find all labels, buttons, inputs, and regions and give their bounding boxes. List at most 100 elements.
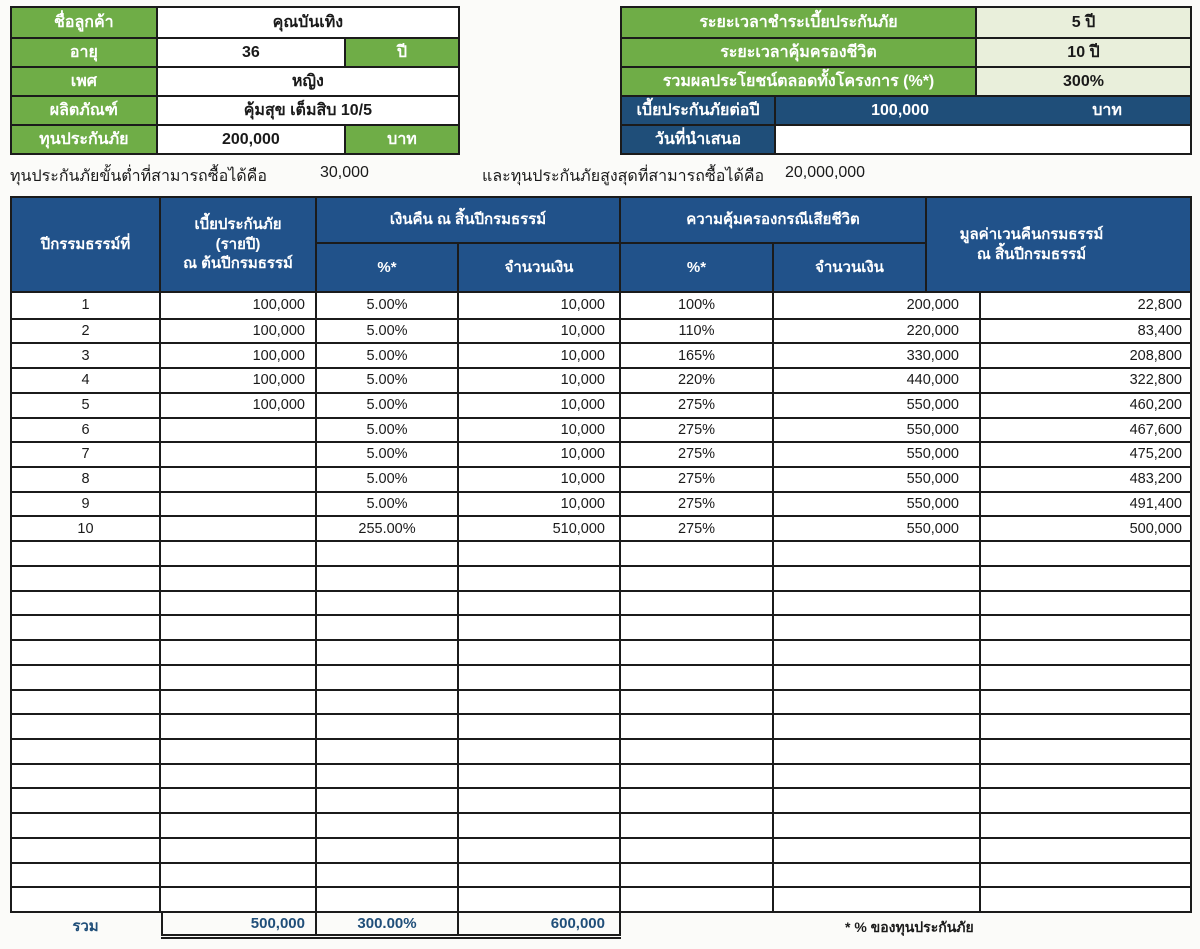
table-row-empty — [12, 663, 1190, 689]
cell-death-pct: 275% — [621, 418, 774, 442]
table-row: 9 5.00% 10,000 275% 550,000 491,400 — [12, 490, 1190, 516]
customer-name-row: ชื่อลูกค้า คุณบันเทิง — [12, 8, 458, 37]
benefit-table: ปีกรรมธรรม์ที่ เบี้ยประกันภัย (รายปี) ณ … — [10, 196, 1192, 913]
cell-surrender-value — [981, 888, 1190, 911]
sex-row: เพศ หญิง — [12, 66, 458, 95]
cell-death-amount: 550,000 — [774, 517, 981, 541]
cell-death-amount: 550,000 — [774, 492, 981, 516]
cell-death-pct — [621, 764, 774, 788]
cell-death-amount — [774, 665, 981, 689]
cell-cashback-amount — [459, 814, 621, 837]
cell-surrender-value — [981, 764, 1190, 788]
cell-death-pct — [621, 690, 774, 714]
cell-policy-year: 5 — [12, 393, 161, 417]
cell-policy-year — [12, 591, 161, 615]
cell-death-pct: 275% — [621, 492, 774, 516]
table-row-empty — [12, 762, 1190, 788]
cell-death-pct — [621, 542, 774, 565]
cell-cashback-amount — [459, 888, 621, 911]
cell-cashback-pct — [317, 789, 459, 813]
cell-death-pct — [621, 789, 774, 813]
cell-death-amount: 550,000 — [774, 418, 981, 442]
product-label: ผลิตภัณฑ์ — [12, 97, 156, 124]
annual-premium-value: 100,000 — [773, 97, 1025, 124]
cell-cashback-amount — [459, 715, 621, 738]
cell-policy-year — [12, 838, 161, 862]
cell-death-amount — [774, 863, 981, 887]
cell-premium: 100,000 — [161, 319, 317, 343]
min-sum-label: ทุนประกันภัยขั้นต่ำที่สามารถซื้อได้คือ — [10, 168, 267, 185]
cell-surrender-value: 467,600 — [981, 418, 1190, 442]
total-benefit-value: 300% — [975, 68, 1190, 95]
cell-policy-year — [12, 789, 161, 813]
table-row-empty — [12, 540, 1190, 565]
cell-death-amount: 550,000 — [774, 393, 981, 417]
cell-premium — [161, 492, 317, 516]
cell-death-amount — [774, 814, 981, 837]
cell-death-pct — [621, 566, 774, 590]
death-pct-subheader: %* — [621, 244, 774, 291]
cell-premium — [161, 591, 317, 615]
death-amount-subheader: จำนวนเงิน — [774, 244, 927, 291]
cell-policy-year — [12, 764, 161, 788]
cell-cashback-pct — [317, 863, 459, 887]
cell-surrender-value — [981, 715, 1190, 738]
cell-death-amount — [774, 542, 981, 565]
cell-premium — [161, 739, 317, 763]
cell-death-pct — [621, 739, 774, 763]
cell-surrender-value — [981, 566, 1190, 590]
cell-cashback-amount: 10,000 — [459, 468, 621, 491]
cell-cashback-amount — [459, 863, 621, 887]
product-field[interactable]: คุ้มสุข เต็มสิบ 10/5 — [155, 97, 458, 124]
policy-year-column-header: ปีกรรมธรรม์ที่ — [12, 198, 161, 291]
cell-policy-year: 7 — [12, 443, 161, 467]
coverage-period-row: ระยะเวลาคุ้มครองชีวิต 10 ปี — [622, 37, 1190, 66]
table-row-empty — [12, 564, 1190, 590]
table-row: 5 100,000 5.00% 10,000 275% 550,000 460,200 — [12, 391, 1190, 417]
cell-death-pct: 275% — [621, 517, 774, 541]
pay-period-row: ระยะเวลาชำระเบี้ยประกันภัย 5 ปี — [622, 8, 1190, 37]
table-row-empty — [12, 737, 1190, 763]
cell-premium — [161, 764, 317, 788]
cell-cashback-pct — [317, 641, 459, 664]
table-row: 6 5.00% 10,000 275% 550,000 467,600 — [12, 416, 1190, 442]
table-row: 1 100,000 5.00% 10,000 100% 200,000 22,800 — [12, 293, 1190, 318]
sum-assured-field[interactable]: 200,000 — [155, 126, 345, 153]
customer-name-label: ชื่อลูกค้า — [12, 8, 156, 37]
age-field[interactable]: 36 — [155, 39, 345, 66]
cell-premium — [161, 814, 317, 837]
cell-cashback-amount — [459, 739, 621, 763]
benefit-table-body: 1 100,000 5.00% 10,000 100% 200,000 22,800 2 100… — [12, 293, 1190, 911]
cashback-pct-total-value: 300.00% — [317, 912, 459, 934]
cell-premium — [161, 838, 317, 862]
cell-surrender-value: 491,400 — [981, 492, 1190, 516]
pay-period-value: 5 ปี — [975, 8, 1190, 37]
cell-death-pct: 100% — [621, 293, 774, 318]
table-row-empty — [12, 836, 1190, 862]
cell-premium — [161, 888, 317, 911]
cell-cashback-amount — [459, 542, 621, 565]
cell-premium — [161, 690, 317, 714]
cell-death-amount: 550,000 — [774, 443, 981, 467]
cell-policy-year — [12, 566, 161, 590]
cell-surrender-value — [981, 789, 1190, 813]
max-sum-label: และทุนประกันภัยสูงสุดที่สามารถซื้อได้คือ — [482, 168, 765, 185]
cell-surrender-value — [981, 814, 1190, 837]
customer-name-field[interactable]: คุณบันเทิง — [155, 8, 458, 37]
cashback-amount-subheader: จำนวนเงิน — [459, 244, 621, 291]
table-row: 8 5.00% 10,000 275% 550,000 483,200 — [12, 466, 1190, 491]
cell-cashback-amount: 10,000 — [459, 319, 621, 343]
cell-cashback-pct — [317, 665, 459, 689]
cell-cashback-amount — [459, 616, 621, 640]
cell-policy-year — [12, 715, 161, 738]
sum-assured-row: ทุนประกันภัย 200,000 บาท — [12, 124, 458, 153]
table-row: 4 100,000 5.00% 10,000 220% 440,000 322,800 — [12, 367, 1190, 392]
sex-field[interactable]: หญิง — [155, 68, 458, 95]
cell-death-pct — [621, 616, 774, 640]
cell-cashback-amount: 10,000 — [459, 443, 621, 467]
totals-row: รวม 500,000 300.00% 600,000 — [10, 912, 1192, 939]
cell-premium — [161, 789, 317, 813]
cell-premium: 100,000 — [161, 344, 317, 368]
cell-death-amount — [774, 566, 981, 590]
quote-date-field[interactable] — [773, 126, 1190, 153]
